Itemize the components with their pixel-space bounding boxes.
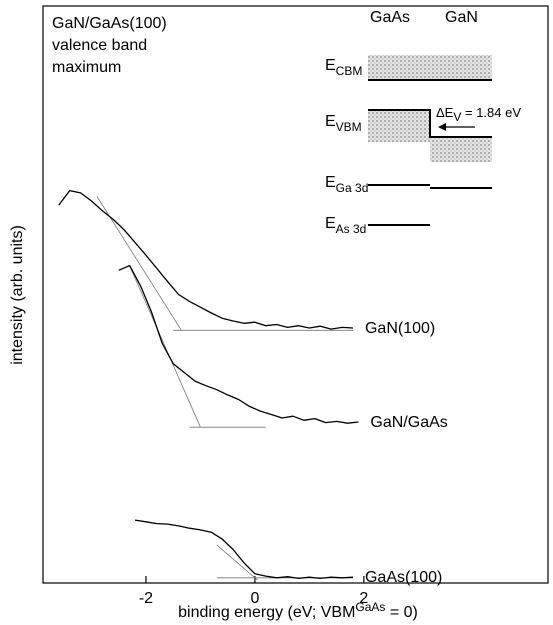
title-line: GaN/GaAs(100) [52,15,167,32]
x-tick-label: -2 [139,590,153,607]
level-main: E [325,215,336,232]
series-label: GaN/GaAs [370,414,447,431]
title-line: valence band [52,37,147,54]
fit-line [96,196,182,331]
spectrum [58,189,354,330]
spectrum [134,519,354,580]
level-sub: Ga 3d [336,181,369,195]
title: GaN/GaAs(100) valence band maximum [52,15,167,76]
y-axis-label: intensity (arb. units) [9,225,26,365]
fit-line [216,544,258,581]
x-label-main: binding energy (eV; VBM [178,604,355,621]
level-sub: CBM [336,64,363,78]
offset-sub: V [453,110,461,124]
gaas-valence [368,110,430,142]
offset-main: ΔE [436,105,454,120]
level-main: E [325,113,336,130]
band-diagram: GaAs GaN ΔEV = 1.84 eV ECBM EVBM EGa 3d … [325,9,521,236]
vbm-line [368,109,492,138]
plot-frame [42,5,549,584]
inset-col: GaN [445,9,478,26]
level-label: ECBM [325,57,362,78]
level-label: EVBM [325,113,362,134]
x-tick-label: 0 [250,590,259,607]
level-sub: VBM [336,120,362,134]
x-tick-label: 2 [359,590,368,607]
arrow-head [438,123,446,131]
offset-label: ΔEV = 1.84 eV [436,105,521,124]
x-label-end: = 0) [385,604,417,621]
level-main: E [325,57,336,74]
inset-col: GaAs [370,9,410,26]
level-label: EAs 3d [325,215,366,236]
x-axis-label: binding energy (eV; VBMGaAs = 0) [178,600,418,621]
fit-line [129,265,201,428]
series-label: GaN(100) [365,320,435,337]
offset-text: = 1.84 eV [461,105,521,120]
level-label: EGa 3d [325,174,368,195]
conduction-band [368,55,492,80]
gan-valence [430,137,492,162]
x-label-sup: GaAs [355,600,385,614]
spectrum [118,264,359,424]
level-sub: As 3d [336,222,367,236]
title-line: maximum [52,59,121,76]
level-main: E [325,174,336,191]
series-label: GaAs(100) [365,569,442,586]
